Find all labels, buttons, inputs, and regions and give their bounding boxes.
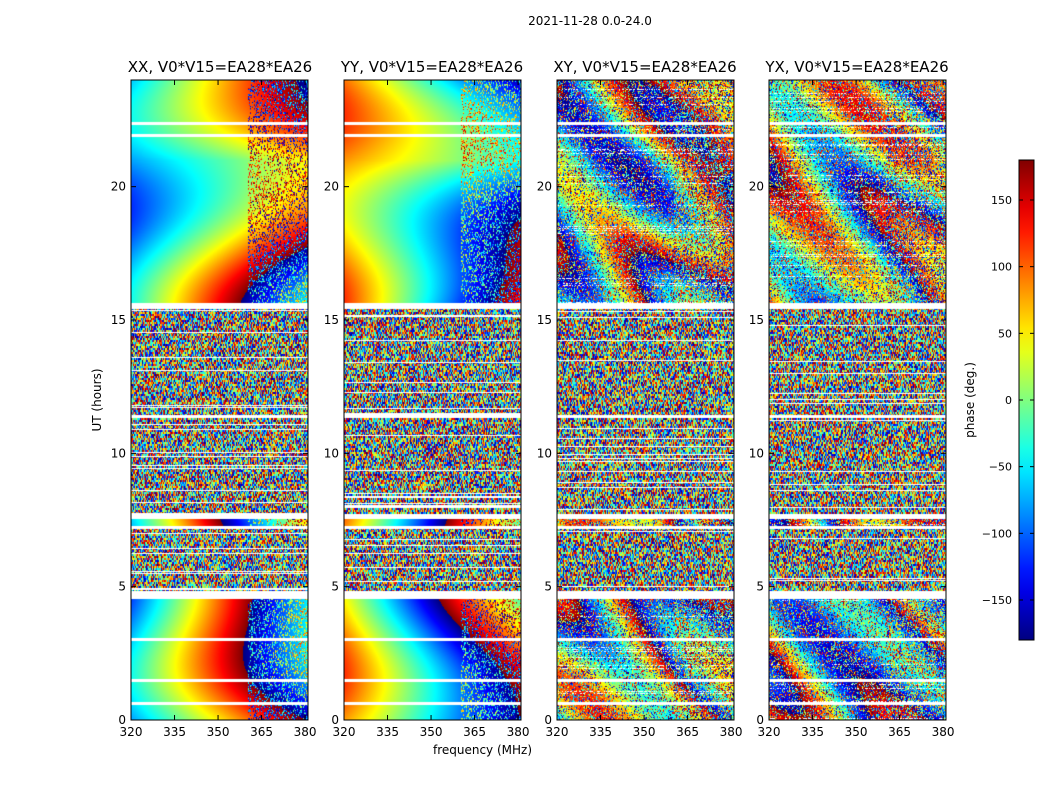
x-tick-label: 380: [507, 725, 530, 739]
x-tick-label: 335: [801, 725, 824, 739]
colorbar-tick-label: 50: [998, 327, 1012, 340]
y-tick-label: 0: [118, 713, 126, 727]
y-tick-label: 15: [324, 313, 339, 327]
panel-frame-1: [343, 79, 522, 721]
x-tick-label: 320: [333, 725, 356, 739]
x-tick-label: 380: [932, 725, 955, 739]
colorbar-tick-label: −50: [989, 461, 1012, 474]
x-tick-label: 320: [758, 725, 781, 739]
colorbar-tick-label: −150: [982, 594, 1012, 607]
y-tick-label: 20: [111, 180, 126, 194]
colorbar-tick-label: 150: [991, 194, 1012, 207]
y-tick-label: 5: [331, 580, 339, 594]
x-tick-label: 335: [163, 725, 186, 739]
y-tick-label: 20: [749, 180, 764, 194]
x-tick-label: 320: [120, 725, 143, 739]
x-tick-label: 365: [676, 725, 699, 739]
x-tick-label: 380: [720, 725, 743, 739]
panel-title-yy: YY, V0*V15=EA28*EA26: [340, 58, 524, 76]
y-tick-label: 15: [537, 313, 552, 327]
colorbar-tick-label: −100: [982, 527, 1012, 540]
x-tick-label: 350: [845, 725, 868, 739]
x-tick-label: 350: [207, 725, 230, 739]
panel-0: 320 335 350 365 380 0 5 10 15 20: [111, 79, 317, 739]
x-tick-label: 365: [463, 725, 486, 739]
y-tick-label: 20: [324, 180, 339, 194]
y-tick-label: 20: [537, 180, 552, 194]
y-tick-label: 5: [756, 580, 764, 594]
figure-title: 2021-11-28 0.0-24.0: [528, 14, 652, 28]
panel-title-xy: XY, V0*V15=EA28*EA26: [553, 58, 737, 76]
x-tick-label: 380: [294, 725, 317, 739]
panel-2: 320 335 350 365 380 0 5 10 15 20: [537, 79, 743, 739]
x-tick-label: 335: [376, 725, 399, 739]
y-tick-label: 10: [749, 446, 764, 460]
y-tick-label: 0: [544, 713, 552, 727]
y-axis-label: UT (hours): [90, 368, 104, 432]
y-tick-label: 10: [111, 446, 126, 460]
colorbar-tick-label: 0: [1005, 394, 1012, 407]
y-tick-label: 5: [118, 580, 126, 594]
y-tick-label: 15: [749, 313, 764, 327]
panel-1: 320 335 350 365 380 0 5 10 15 20: [324, 79, 530, 739]
panel-title-yx: YX, V0*V15=EA28*EA26: [765, 58, 949, 76]
heatmap-raster-0: [131, 80, 308, 720]
x-axis-label: frequency (MHz): [432, 743, 533, 757]
y-tick-label: 10: [324, 446, 339, 460]
y-tick-label: 0: [331, 713, 339, 727]
heatmap-raster-1: [344, 80, 521, 720]
panel-3: 320 335 350 365 380 0 5 10 15 20: [749, 79, 955, 739]
x-tick-label: 320: [546, 725, 569, 739]
x-tick-label: 350: [633, 725, 656, 739]
colorbar: −150 −100 −50 0 50 100 150: [982, 159, 1035, 641]
colorbar-label: phase (deg.): [963, 362, 977, 438]
panel-frame-3: [768, 79, 947, 721]
panel-frame-0: [130, 79, 309, 721]
y-tick-label: 15: [111, 313, 126, 327]
x-tick-label: 335: [589, 725, 612, 739]
x-tick-label: 365: [888, 725, 911, 739]
colorbar-tick-label: 100: [991, 261, 1012, 274]
y-tick-label: 0: [756, 713, 764, 727]
heatmap-raster-2: [557, 80, 734, 720]
x-tick-label: 365: [250, 725, 273, 739]
panel-frame-2: [556, 79, 735, 721]
y-tick-label: 5: [544, 580, 552, 594]
heatmap-raster-3: [769, 80, 946, 720]
panel-title-xx: XX, V0*V15=EA28*EA26: [127, 58, 313, 76]
y-tick-label: 10: [537, 446, 552, 460]
x-tick-label: 350: [420, 725, 443, 739]
